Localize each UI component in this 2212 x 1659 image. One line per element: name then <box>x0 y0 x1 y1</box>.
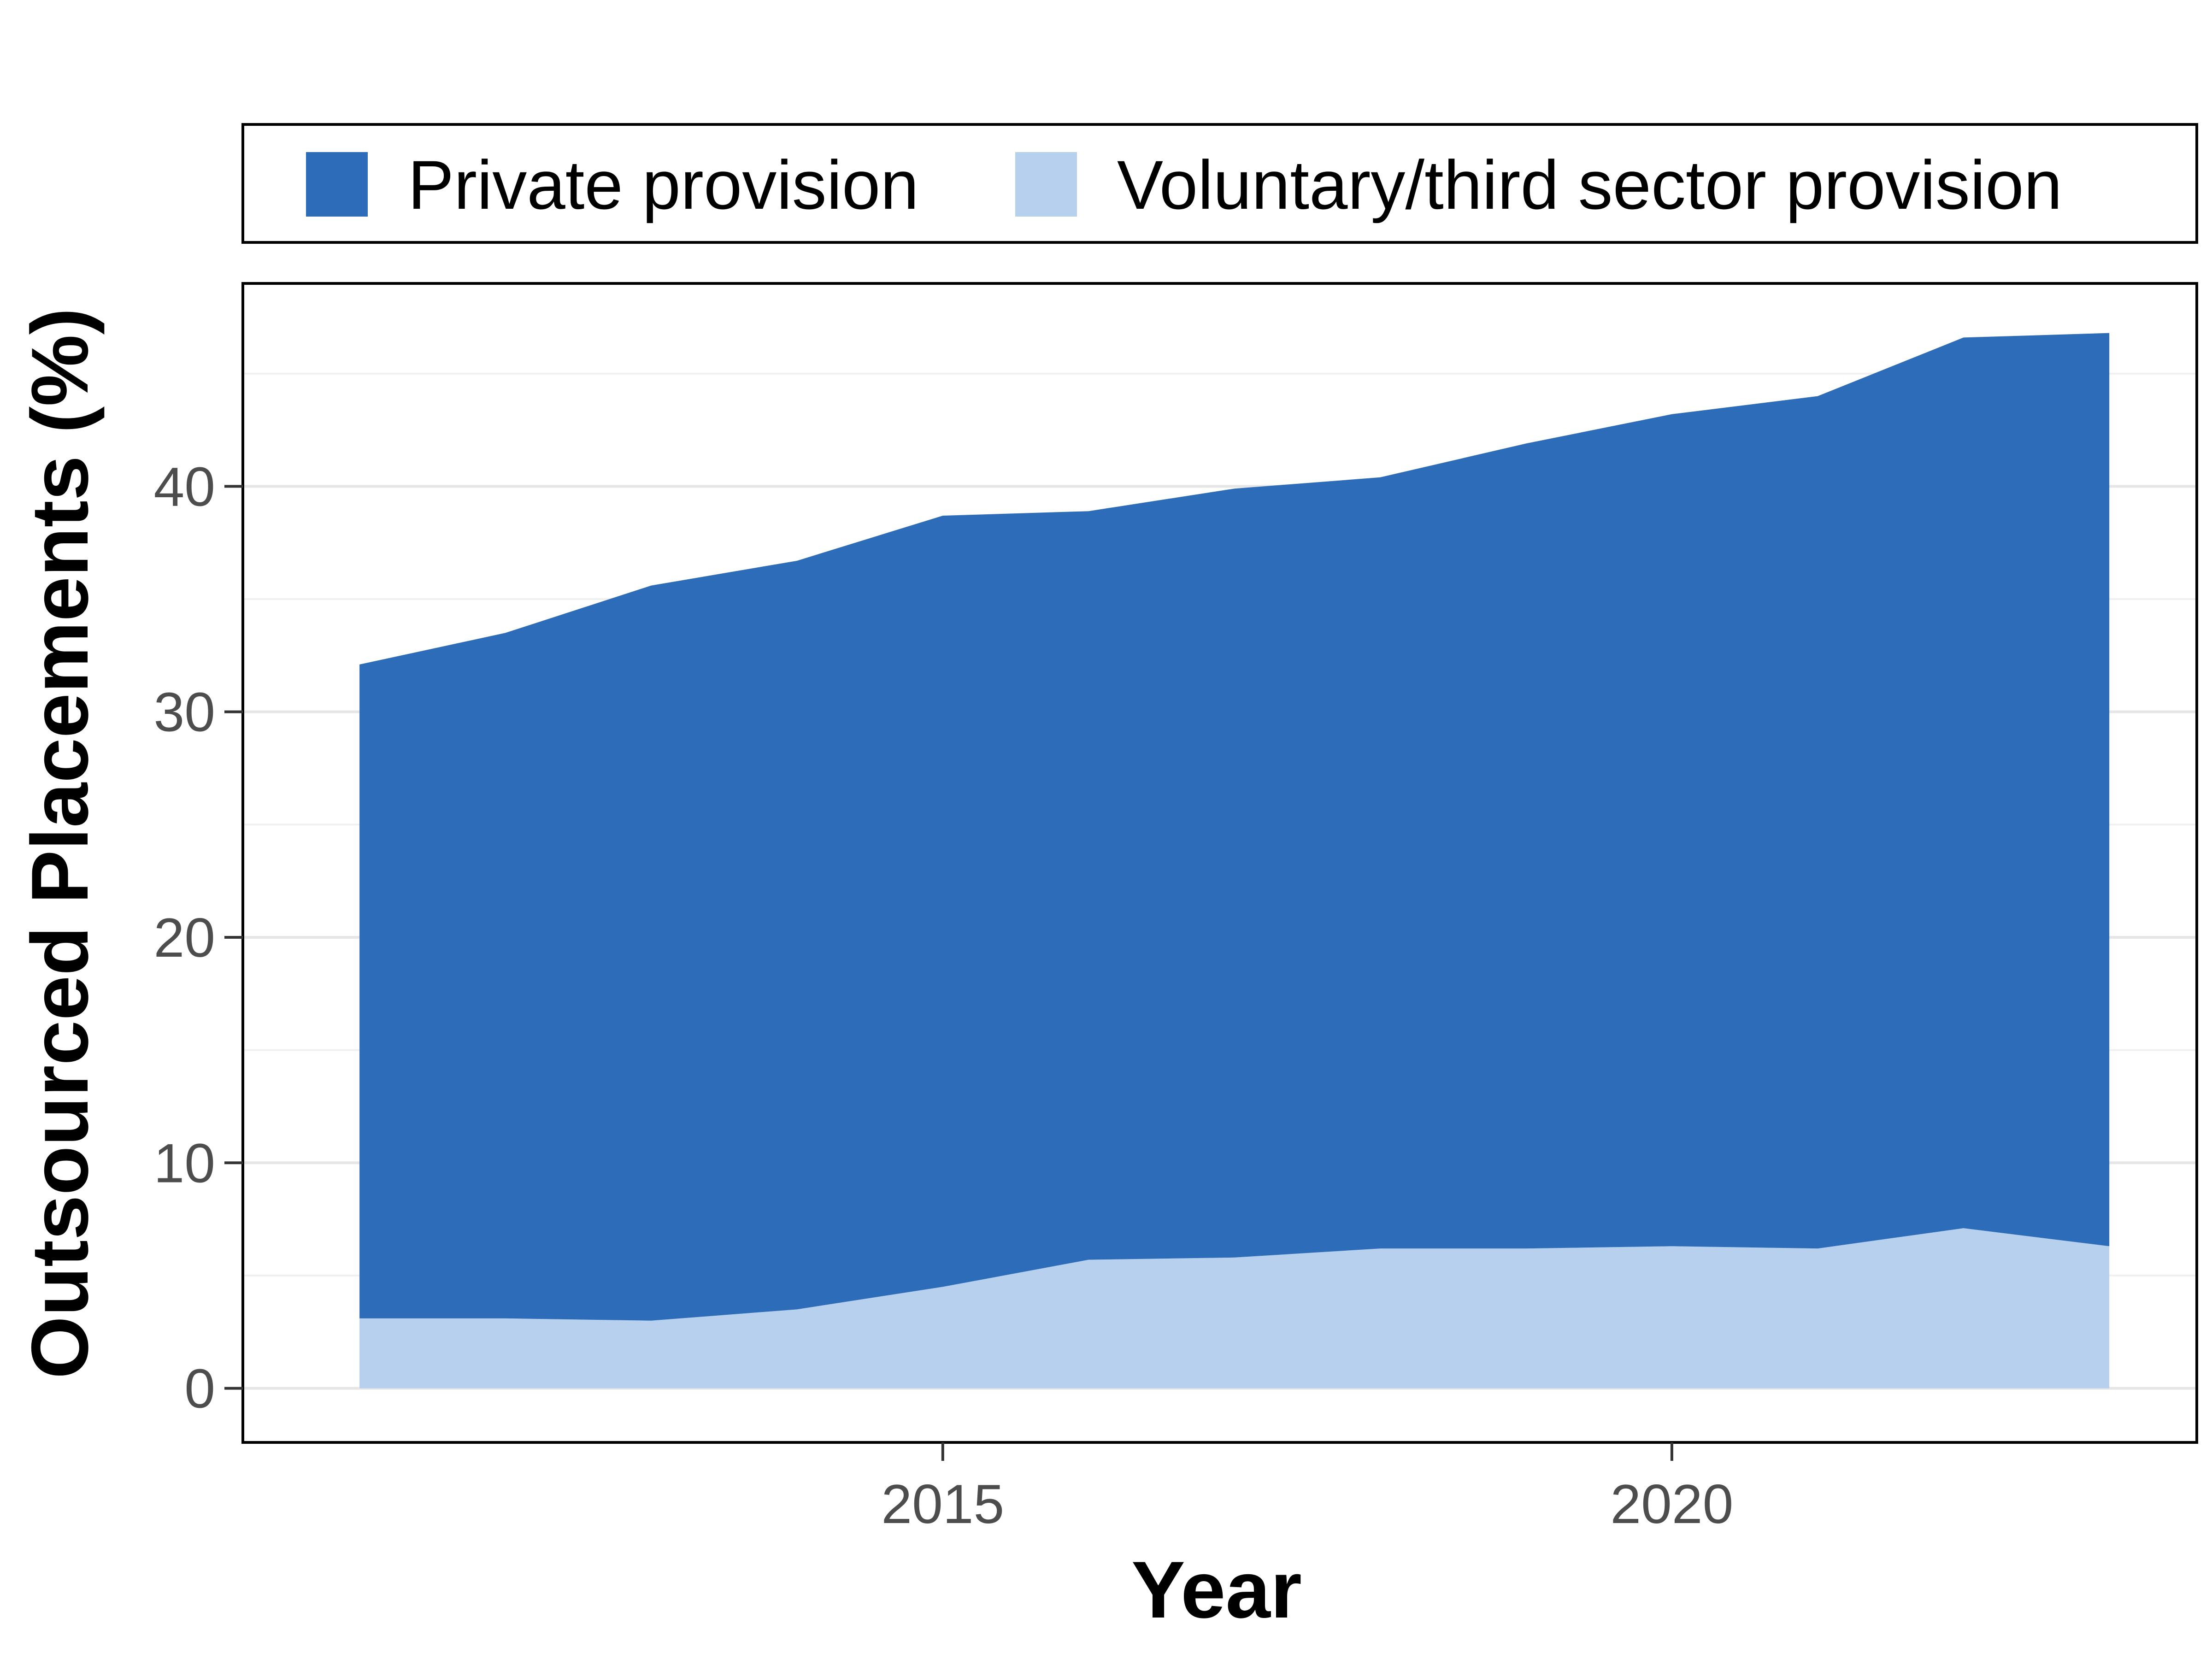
y-axis-title: Outsourced Placements (%) <box>15 308 105 1379</box>
legend: Private provision Voluntary/third sector… <box>241 123 2198 244</box>
panel-border <box>241 282 2198 1444</box>
y-axis: 0 10 20 30 40 <box>154 456 243 1420</box>
area-private-provision <box>359 333 2110 1321</box>
area-voluntary-third-sector-provision <box>359 1228 2110 1388</box>
y-tick-label: 10 <box>154 1132 215 1194</box>
legend-key-voluntary <box>1015 152 1077 217</box>
x-tick-label: 2015 <box>881 1473 1004 1535</box>
y-tick-label: 30 <box>154 682 215 743</box>
x-axis: 2015 2020 <box>881 1442 1733 1535</box>
legend-box <box>241 123 2198 244</box>
legend-label-private: Private provision <box>408 146 919 224</box>
y-tick-label: 40 <box>154 456 215 518</box>
x-tick-label: 2020 <box>1610 1473 1733 1535</box>
x-axis-title: Year <box>1131 1545 1302 1635</box>
legend-key-private <box>306 152 368 217</box>
plot-panel: 0 10 20 30 40 2015 2020 <box>154 282 2198 1535</box>
y-tick-label: 0 <box>184 1358 215 1420</box>
y-tick-label: 20 <box>154 907 215 969</box>
area-layer <box>359 333 2110 1388</box>
legend-label-voluntary: Voluntary/third sector provision <box>1117 146 2062 224</box>
